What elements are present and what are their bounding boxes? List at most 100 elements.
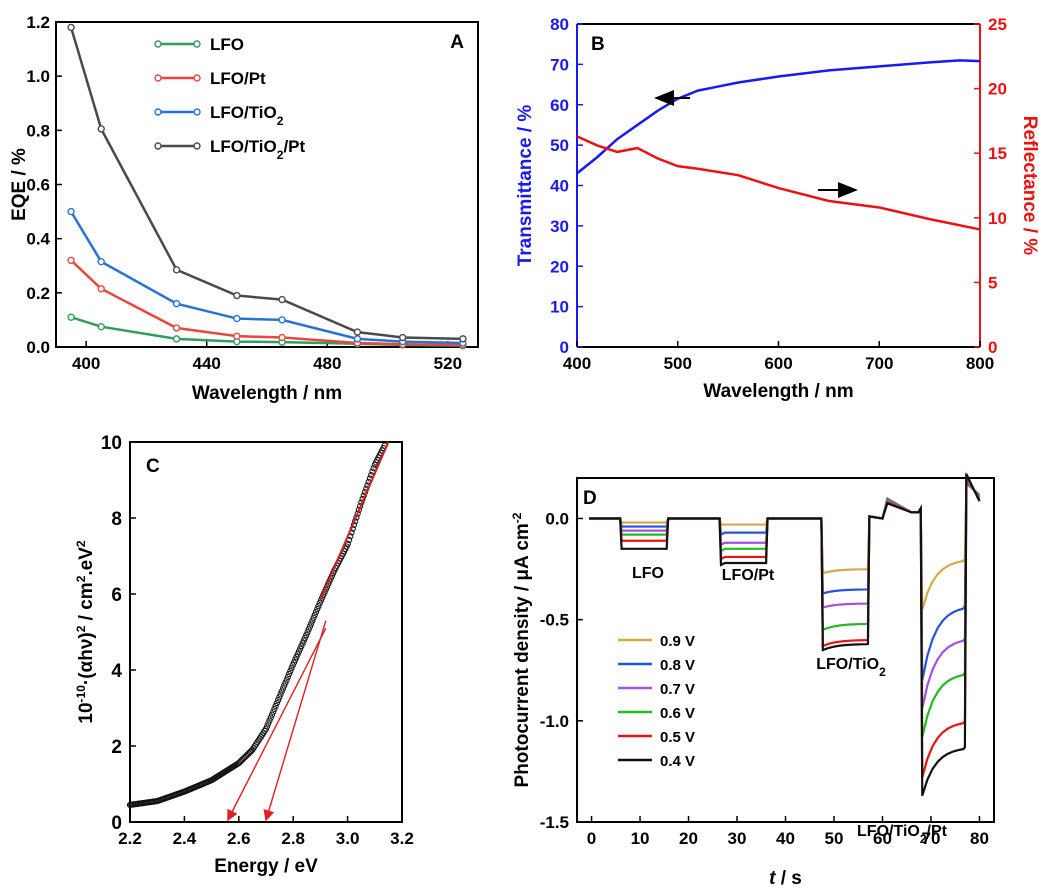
data-point	[286, 670, 293, 678]
panel-label: A	[450, 32, 464, 53]
x-tick-label: 60	[873, 829, 892, 848]
data-point	[311, 611, 318, 618]
text-part: -2	[510, 512, 524, 523]
x-tick-label: 70	[922, 829, 941, 848]
legend-label: 0.7 V	[660, 681, 695, 698]
data-point	[97, 125, 105, 133]
y-tick-label: 1.2	[26, 13, 50, 32]
text-part: Photocurrent density / μA cm	[512, 523, 533, 787]
tangent-arrow	[263, 620, 327, 822]
data-point	[172, 335, 181, 343]
tangent-arrow	[227, 627, 327, 822]
data-point	[262, 726, 269, 733]
x-tick-label: 520	[434, 354, 462, 373]
text-part: t	[769, 868, 776, 889]
y-tick-label: -1.0	[540, 712, 569, 731]
x-tick-label: 500	[664, 354, 692, 373]
panel-label: C	[146, 456, 160, 477]
y-tick-label: 30	[550, 217, 569, 236]
data-point	[67, 23, 75, 32]
y2-axis-label: Reflectance / %	[1019, 116, 1039, 255]
text-part: LFO	[632, 565, 664, 582]
x-tick-label: 0	[587, 829, 596, 848]
text-part: /Pt	[283, 137, 305, 156]
data-point	[97, 322, 105, 331]
series-line	[576, 135, 981, 231]
y-tick-label: 70	[550, 55, 569, 74]
y-tick-label: 6	[111, 585, 122, 606]
data-point	[67, 313, 75, 321]
text-part: -10	[74, 685, 88, 703]
series-line	[576, 59, 981, 175]
data-point	[271, 705, 278, 712]
text-part: 2	[74, 540, 88, 547]
x-tick-label: 440	[193, 354, 221, 373]
y2-tick-label: 25	[988, 15, 1007, 34]
data-point	[97, 257, 105, 266]
data-point	[284, 673, 291, 680]
y-tick-label: 50	[550, 136, 569, 155]
data-point	[305, 626, 312, 633]
x-tick-label: 400	[72, 354, 100, 373]
x-tick-label: 80	[970, 829, 989, 848]
data-point	[281, 682, 288, 689]
x-tick-label: 20	[679, 829, 698, 848]
data-point	[270, 708, 277, 715]
legend-marker	[154, 142, 162, 150]
legend-marker	[193, 74, 201, 82]
segment-label: LFO/Pt	[722, 567, 775, 584]
legend-marker	[193, 142, 201, 150]
y-tick-label: 40	[550, 177, 569, 196]
legend-label: LFO/Pt	[210, 69, 266, 88]
data-point	[278, 316, 286, 324]
data-point	[398, 333, 407, 342]
y2-tick-label: 20	[988, 80, 1007, 99]
text-part: LFO/TiO	[210, 103, 277, 122]
y-axis-label: 10-10·(αhν)2 / cm2.eV2	[74, 540, 97, 724]
segment-label: LFO/TiO2	[816, 656, 886, 679]
y-tick-label: 4	[111, 661, 122, 682]
y-tick-label: -0.5	[540, 611, 569, 630]
data-point	[273, 699, 280, 707]
text-part: .eV	[76, 547, 97, 576]
data-point	[308, 620, 315, 627]
data-point	[275, 697, 282, 704]
legend-label: 0.8 V	[660, 657, 695, 674]
y-tick-label: 80	[550, 15, 569, 34]
data-point	[312, 608, 320, 616]
panel-d-photocurrent-chart: 0 10 20 30 40 50 60 70 80 0.0 -0.5 -1.0 -1.5 t / s Pho…	[510, 471, 995, 889]
data-point	[353, 335, 362, 343]
x-tick-label: 480	[313, 354, 341, 373]
data-point	[282, 679, 289, 686]
text-part: 2	[920, 832, 927, 846]
y-tick-label: 0.4	[26, 230, 50, 249]
y2-tick-label: 5	[988, 273, 997, 292]
text-part: / s	[775, 868, 801, 889]
data-point	[263, 723, 271, 730]
y-tick-label: 0	[560, 338, 569, 357]
data-point	[267, 714, 274, 721]
text-part: LFO/Pt	[722, 567, 775, 584]
linear-fit-line	[319, 441, 390, 601]
series-line	[70, 210, 463, 345]
y-tick-label: 10	[550, 298, 569, 317]
y-tick-label: 8	[111, 509, 122, 530]
y-tick-label: 0.2	[26, 284, 50, 303]
y-tick-label: 20	[550, 257, 569, 276]
data-point	[306, 623, 314, 630]
data-point	[172, 299, 181, 308]
data-point	[278, 688, 285, 695]
data-point	[266, 717, 273, 724]
x-tick-label: 2.8	[281, 829, 305, 848]
y-tick-label: 0.6	[26, 176, 50, 195]
x-tick-label: 3.0	[336, 829, 360, 848]
y-tick-label: 60	[550, 96, 569, 115]
series-line	[70, 259, 463, 347]
x-tick-label: 2.4	[173, 829, 197, 848]
text-part: LFO/TiO	[210, 137, 277, 156]
data-point	[288, 665, 295, 672]
data-point	[97, 285, 105, 293]
y-tick-label: 10	[101, 433, 122, 454]
y-tick-label: 0.8	[26, 121, 50, 140]
